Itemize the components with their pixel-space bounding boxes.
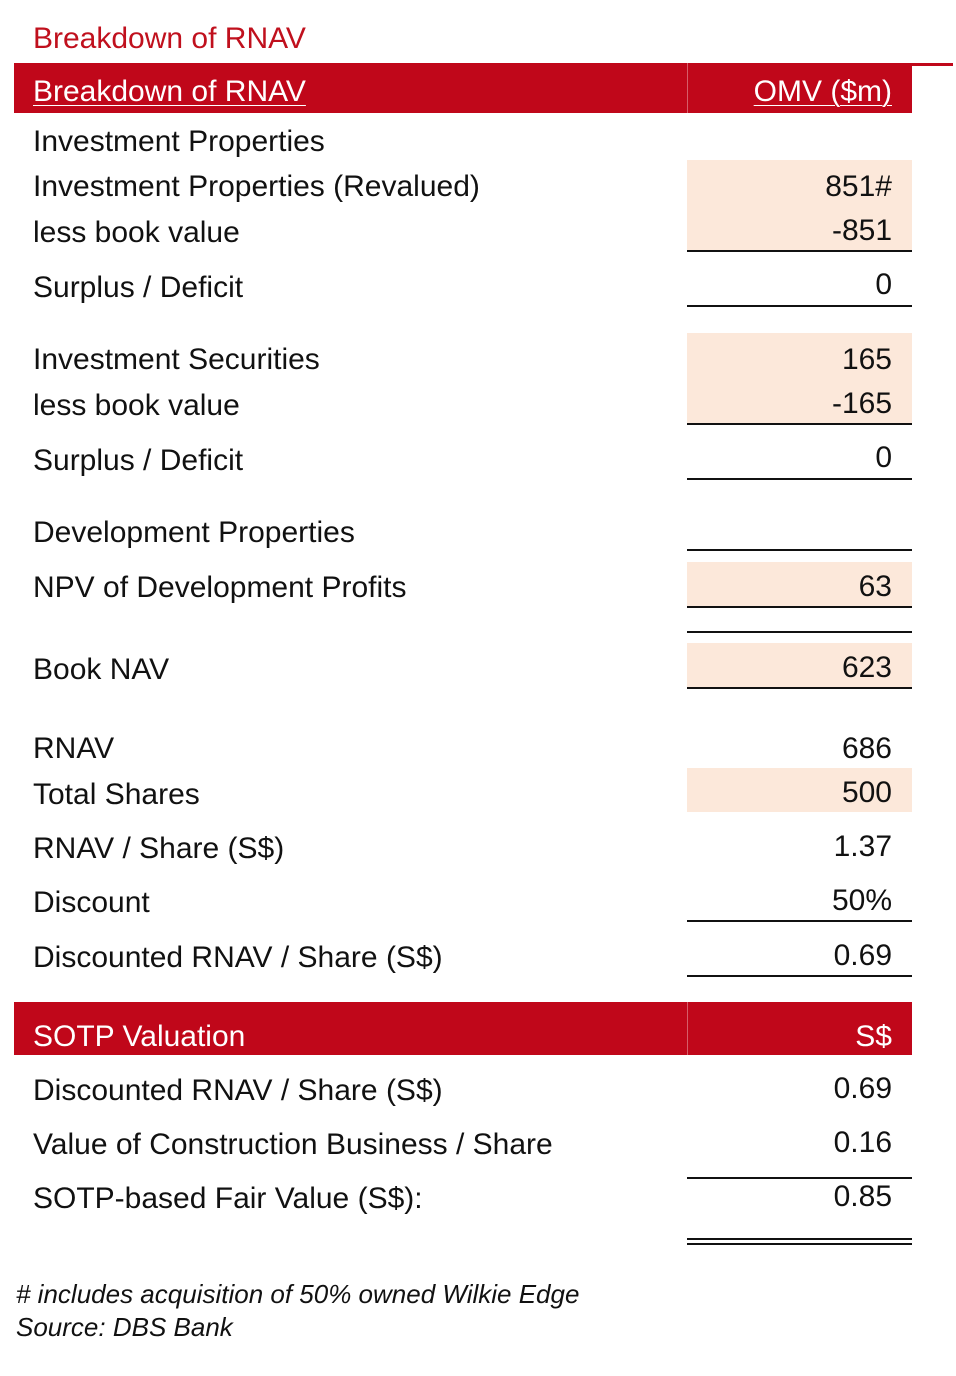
- rule-6: [687, 606, 912, 608]
- value-sotp-fair-value: 0.85: [833, 1180, 892, 1213]
- row-label-development-properties-heading: Development Properties: [33, 516, 355, 549]
- rule-8: [687, 687, 912, 689]
- row-label-investment-properties-revalued: Investment Properties (Revalued): [33, 170, 480, 203]
- header-value: OMV ($m): [753, 75, 892, 108]
- cell-sotp-discounted-rnav: 0.69: [687, 1064, 912, 1108]
- rule-4: [687, 478, 912, 480]
- cell-npv-development-profits: 63: [687, 562, 912, 606]
- value-total-shares: 500: [841, 776, 892, 809]
- row-label-book-nav: Book NAV: [33, 653, 170, 686]
- row-label-sotp-fair-value: SOTP-based Fair Value (S$):: [33, 1182, 423, 1215]
- value-npv-development-profits: 63: [858, 570, 892, 603]
- row-label-total-shares: Total Shares: [33, 778, 200, 811]
- cell-less-book-value-1: -851: [687, 206, 912, 250]
- value-book-nav: 623: [841, 651, 892, 684]
- double-rule-bottom: [687, 1243, 912, 1245]
- sotp-header-value: S$: [855, 1020, 892, 1053]
- page-title: Breakdown of RNAV: [33, 22, 306, 55]
- cell-discounted-rnav-share: 0.69: [687, 931, 912, 975]
- row-label-investment-securities: Investment Securities: [33, 343, 320, 376]
- row-label-surplus-deficit-2: Surplus / Deficit: [33, 444, 244, 477]
- row-label-discounted-rnav-share: Discounted RNAV / Share (S$): [33, 941, 443, 974]
- row-label-surplus-deficit-1: Surplus / Deficit: [33, 271, 244, 304]
- row-label-sotp-discounted-rnav: Discounted RNAV / Share (S$): [33, 1074, 443, 1107]
- rule-2: [687, 305, 912, 307]
- row-label-investment-properties-heading: Investment Properties: [33, 125, 325, 158]
- value-less-book-value-2: -165: [831, 387, 892, 420]
- header-label: Breakdown of RNAV: [33, 75, 306, 108]
- row-label-npv-development-profits: NPV of Development Profits: [33, 571, 407, 604]
- cell-total-shares: 500: [687, 768, 912, 812]
- rule-11: [687, 1177, 912, 1179]
- value-investment-properties-revalued: 851#: [825, 170, 892, 203]
- sotp-header-label: SOTP Valuation: [33, 1020, 246, 1053]
- row-label-less-book-value-2: less book value: [33, 389, 240, 422]
- cell-construction-business: 0.16: [687, 1118, 912, 1162]
- table-header: Breakdown of RNAV OMV ($m): [14, 63, 912, 113]
- value-construction-business: 0.16: [833, 1126, 892, 1159]
- header-accent-line: [912, 63, 953, 66]
- rule-10: [687, 975, 912, 977]
- cell-discount: 50%: [687, 876, 912, 920]
- cell-investment-properties-revalued: 851#: [687, 160, 912, 206]
- rule-3: [687, 423, 912, 425]
- row-label-construction-business: Value of Construction Business / Share: [33, 1128, 553, 1161]
- cell-book-nav: 623: [687, 643, 912, 687]
- cell-rnav-share: 1.37: [687, 822, 912, 866]
- value-sotp-discounted-rnav: 0.69: [833, 1072, 892, 1105]
- value-less-book-value-1: -851: [831, 214, 892, 247]
- footnote-acquisition: # includes acquisition of 50% owned Wilk…: [16, 1279, 580, 1309]
- value-rnav: 686: [841, 732, 892, 765]
- cell-less-book-value-2: -165: [687, 379, 912, 423]
- row-label-less-book-value-1: less book value: [33, 216, 240, 249]
- cell-investment-securities: 165: [687, 333, 912, 379]
- rule-9: [687, 920, 912, 922]
- cell-sotp-fair-value: 0.85: [687, 1172, 912, 1216]
- value-discounted-rnav-share: 0.69: [833, 939, 892, 972]
- row-label-discount: Discount: [33, 886, 150, 919]
- cell-surplus-deficit-2: 0: [687, 435, 912, 477]
- header-divider: [687, 63, 688, 113]
- double-rule-top: [687, 1238, 912, 1240]
- row-label-rnav: RNAV: [33, 732, 115, 765]
- rule-5: [687, 549, 912, 551]
- sotp-header: SOTP Valuation S$: [14, 1002, 912, 1055]
- footnote-source: Source: DBS Bank: [16, 1312, 233, 1342]
- rule-7: [687, 631, 912, 633]
- value-investment-securities: 165: [841, 343, 892, 376]
- cell-surplus-deficit-1: 0: [687, 262, 912, 304]
- value-rnav-share: 1.37: [833, 830, 892, 863]
- row-label-rnav-share: RNAV / Share (S$): [33, 832, 285, 865]
- rule-1: [687, 250, 912, 252]
- cell-rnav: 686: [687, 724, 912, 768]
- value-surplus-deficit-2: 0: [875, 441, 892, 474]
- sotp-header-divider: [687, 1002, 688, 1055]
- value-surplus-deficit-1: 0: [875, 268, 892, 301]
- value-discount: 50%: [831, 884, 892, 917]
